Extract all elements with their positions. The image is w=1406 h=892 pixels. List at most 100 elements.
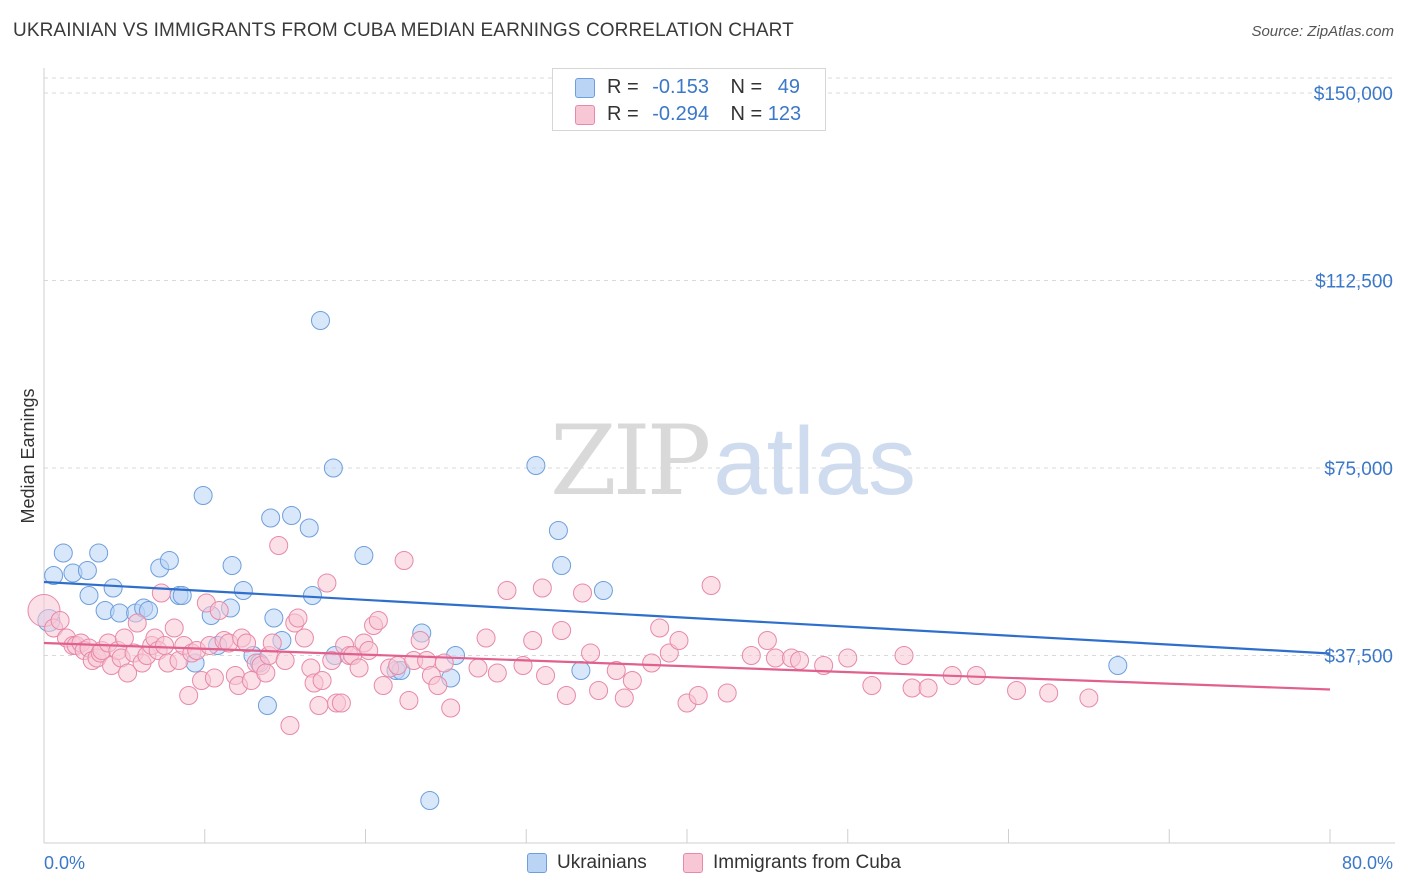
cuba-point [838, 648, 858, 668]
cuba-point [322, 651, 342, 670]
ukrainians-point [222, 556, 242, 575]
cuba-point [1079, 688, 1099, 708]
cuba-point [164, 618, 184, 638]
ukrainians-point [282, 506, 302, 525]
cuba-point [581, 643, 601, 663]
cuba-point [659, 643, 679, 663]
cuba-point [532, 578, 552, 598]
cuba-point [50, 611, 70, 630]
cuba-point [468, 658, 488, 678]
bottom-legend-swatch-immigrants-from-cuba [683, 853, 703, 873]
legend-swatch-ukrainians [575, 78, 595, 98]
cuba-point [573, 583, 593, 603]
cuba-point [536, 666, 556, 685]
legend-swatch-immigrants-from-cuba [575, 105, 595, 125]
axes [43, 68, 1395, 844]
series-ukrainians [37, 311, 1128, 810]
x-tick-label-max: 80.0% [1342, 853, 1393, 873]
chart-title: UKRAINIAN VS IMMIGRANTS FROM CUBA MEDIAN… [13, 20, 794, 41]
ukrainians-point [571, 661, 591, 680]
cuba-point [127, 613, 147, 633]
legend-n-value-ukrainians: 49 [777, 76, 801, 98]
ukrainians-point [193, 486, 213, 505]
ukrainians-point [257, 696, 277, 715]
cuba-point [862, 676, 882, 695]
cuba-point [894, 646, 914, 665]
cuba-point [349, 658, 369, 678]
cuba-point [204, 668, 224, 688]
ukrainians-point [310, 311, 330, 330]
cuba-point [317, 573, 337, 593]
cuba-point [275, 651, 295, 670]
cuba-point [757, 631, 777, 650]
ukrainians-point [420, 791, 440, 810]
cuba-point [373, 676, 393, 695]
x-tick-label-min: 0.0% [44, 853, 85, 873]
cuba-point [650, 618, 670, 638]
y-tick-labels: $37,500 $75,000 $112,500 $150,000 [1314, 84, 1393, 668]
gridlines [44, 77, 1395, 656]
cuba-point [642, 653, 662, 673]
ukrainians-point [526, 456, 546, 475]
ukrainians-point [138, 601, 158, 620]
cuba-point [262, 633, 282, 653]
cuba-point [237, 633, 257, 653]
cuba-point [1039, 683, 1059, 703]
legend-r-value-ukrainians: -0.153 [652, 76, 709, 98]
cuba-point [918, 678, 938, 698]
series-immigrants-from-cuba [27, 536, 1099, 735]
watermark-zip: ZIP [550, 405, 711, 517]
bottom-legend-label-ukrainians: Ukrainians [557, 852, 647, 873]
cuba-point [614, 688, 634, 708]
ukrainians-point [264, 608, 284, 628]
ukrainians-point [299, 518, 319, 538]
cuba-point [741, 646, 761, 665]
cuba-point [556, 686, 576, 705]
cuba-point [688, 686, 708, 705]
ukrainians-point [89, 543, 109, 563]
ukrainians-point [552, 556, 572, 575]
watermark-atlas: atlas [713, 408, 916, 515]
watermark: ZIPatlas [550, 405, 916, 517]
cuba-point [256, 663, 276, 683]
cuba-point [179, 686, 199, 705]
cuba-point [410, 631, 430, 650]
cuba-point [280, 716, 300, 735]
cuba-point [765, 648, 785, 668]
cuba-point [476, 628, 496, 648]
legend-n-value-immigrants-from-cuba: 123 [767, 103, 802, 125]
cuba-point [312, 671, 332, 690]
y-axis-title: Median Earnings [18, 388, 38, 523]
cuba-point [497, 581, 517, 600]
ukrainians-trend-line [43, 580, 1331, 655]
ukrainians-point [1108, 656, 1128, 675]
cuba-point [622, 671, 642, 690]
cuba-point [288, 608, 308, 628]
cuba-point [790, 651, 810, 670]
cuba-point [155, 636, 175, 655]
ukrainians-point [261, 508, 281, 528]
ukrainians-point [103, 578, 123, 598]
legend-r-label: R = [607, 76, 639, 98]
cuba-point [331, 693, 351, 713]
cuba-point [151, 583, 171, 603]
ukrainians-point [79, 586, 99, 605]
cuba-point [552, 621, 572, 640]
cuba-point [1007, 681, 1027, 700]
ukrainians-point [354, 546, 374, 565]
bottom-legend-label-immigrants-from-cuba: Immigrants from Cuba [713, 852, 901, 873]
ukrainians-point [110, 603, 130, 623]
ukrainians-point [44, 566, 64, 585]
cuba-point [399, 691, 419, 710]
cuba-point [209, 601, 229, 620]
cuba-point [606, 661, 626, 680]
correlation-legend: R = -0.153 N = 49 R = -0.294 N = 123 [552, 68, 826, 131]
cuba-point [368, 611, 388, 630]
cuba-point [902, 678, 922, 698]
x-ticks [43, 829, 1331, 843]
cuba-trend-line [43, 641, 1331, 691]
cuba-point [269, 536, 289, 555]
cuba-point [523, 631, 543, 650]
cuba-point [294, 628, 314, 648]
